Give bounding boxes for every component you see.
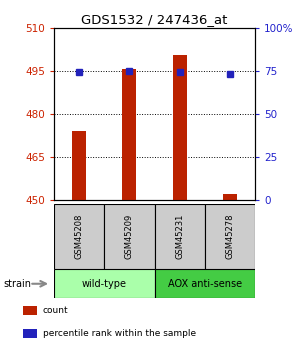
Bar: [154, 269, 255, 298]
Text: AOX anti-sense: AOX anti-sense: [168, 279, 242, 289]
Text: GSM45231: GSM45231: [175, 214, 184, 259]
Bar: [23, 329, 37, 338]
Text: GSM45278: GSM45278: [225, 214, 234, 259]
Text: GSM45209: GSM45209: [125, 214, 134, 259]
Bar: [154, 204, 205, 269]
Bar: [23, 306, 37, 315]
Text: GSM45208: GSM45208: [75, 214, 84, 259]
Bar: [172, 55, 187, 200]
Bar: [223, 194, 237, 200]
Text: percentile rank within the sample: percentile rank within the sample: [43, 329, 196, 338]
Bar: [54, 269, 154, 298]
Bar: [205, 204, 255, 269]
Text: count: count: [43, 306, 68, 315]
Title: GDS1532 / 247436_at: GDS1532 / 247436_at: [81, 13, 228, 27]
Bar: [72, 131, 86, 200]
Bar: [104, 204, 154, 269]
Bar: [122, 69, 136, 200]
Bar: [54, 204, 104, 269]
Text: wild-type: wild-type: [82, 279, 127, 289]
Text: strain: strain: [3, 279, 31, 289]
